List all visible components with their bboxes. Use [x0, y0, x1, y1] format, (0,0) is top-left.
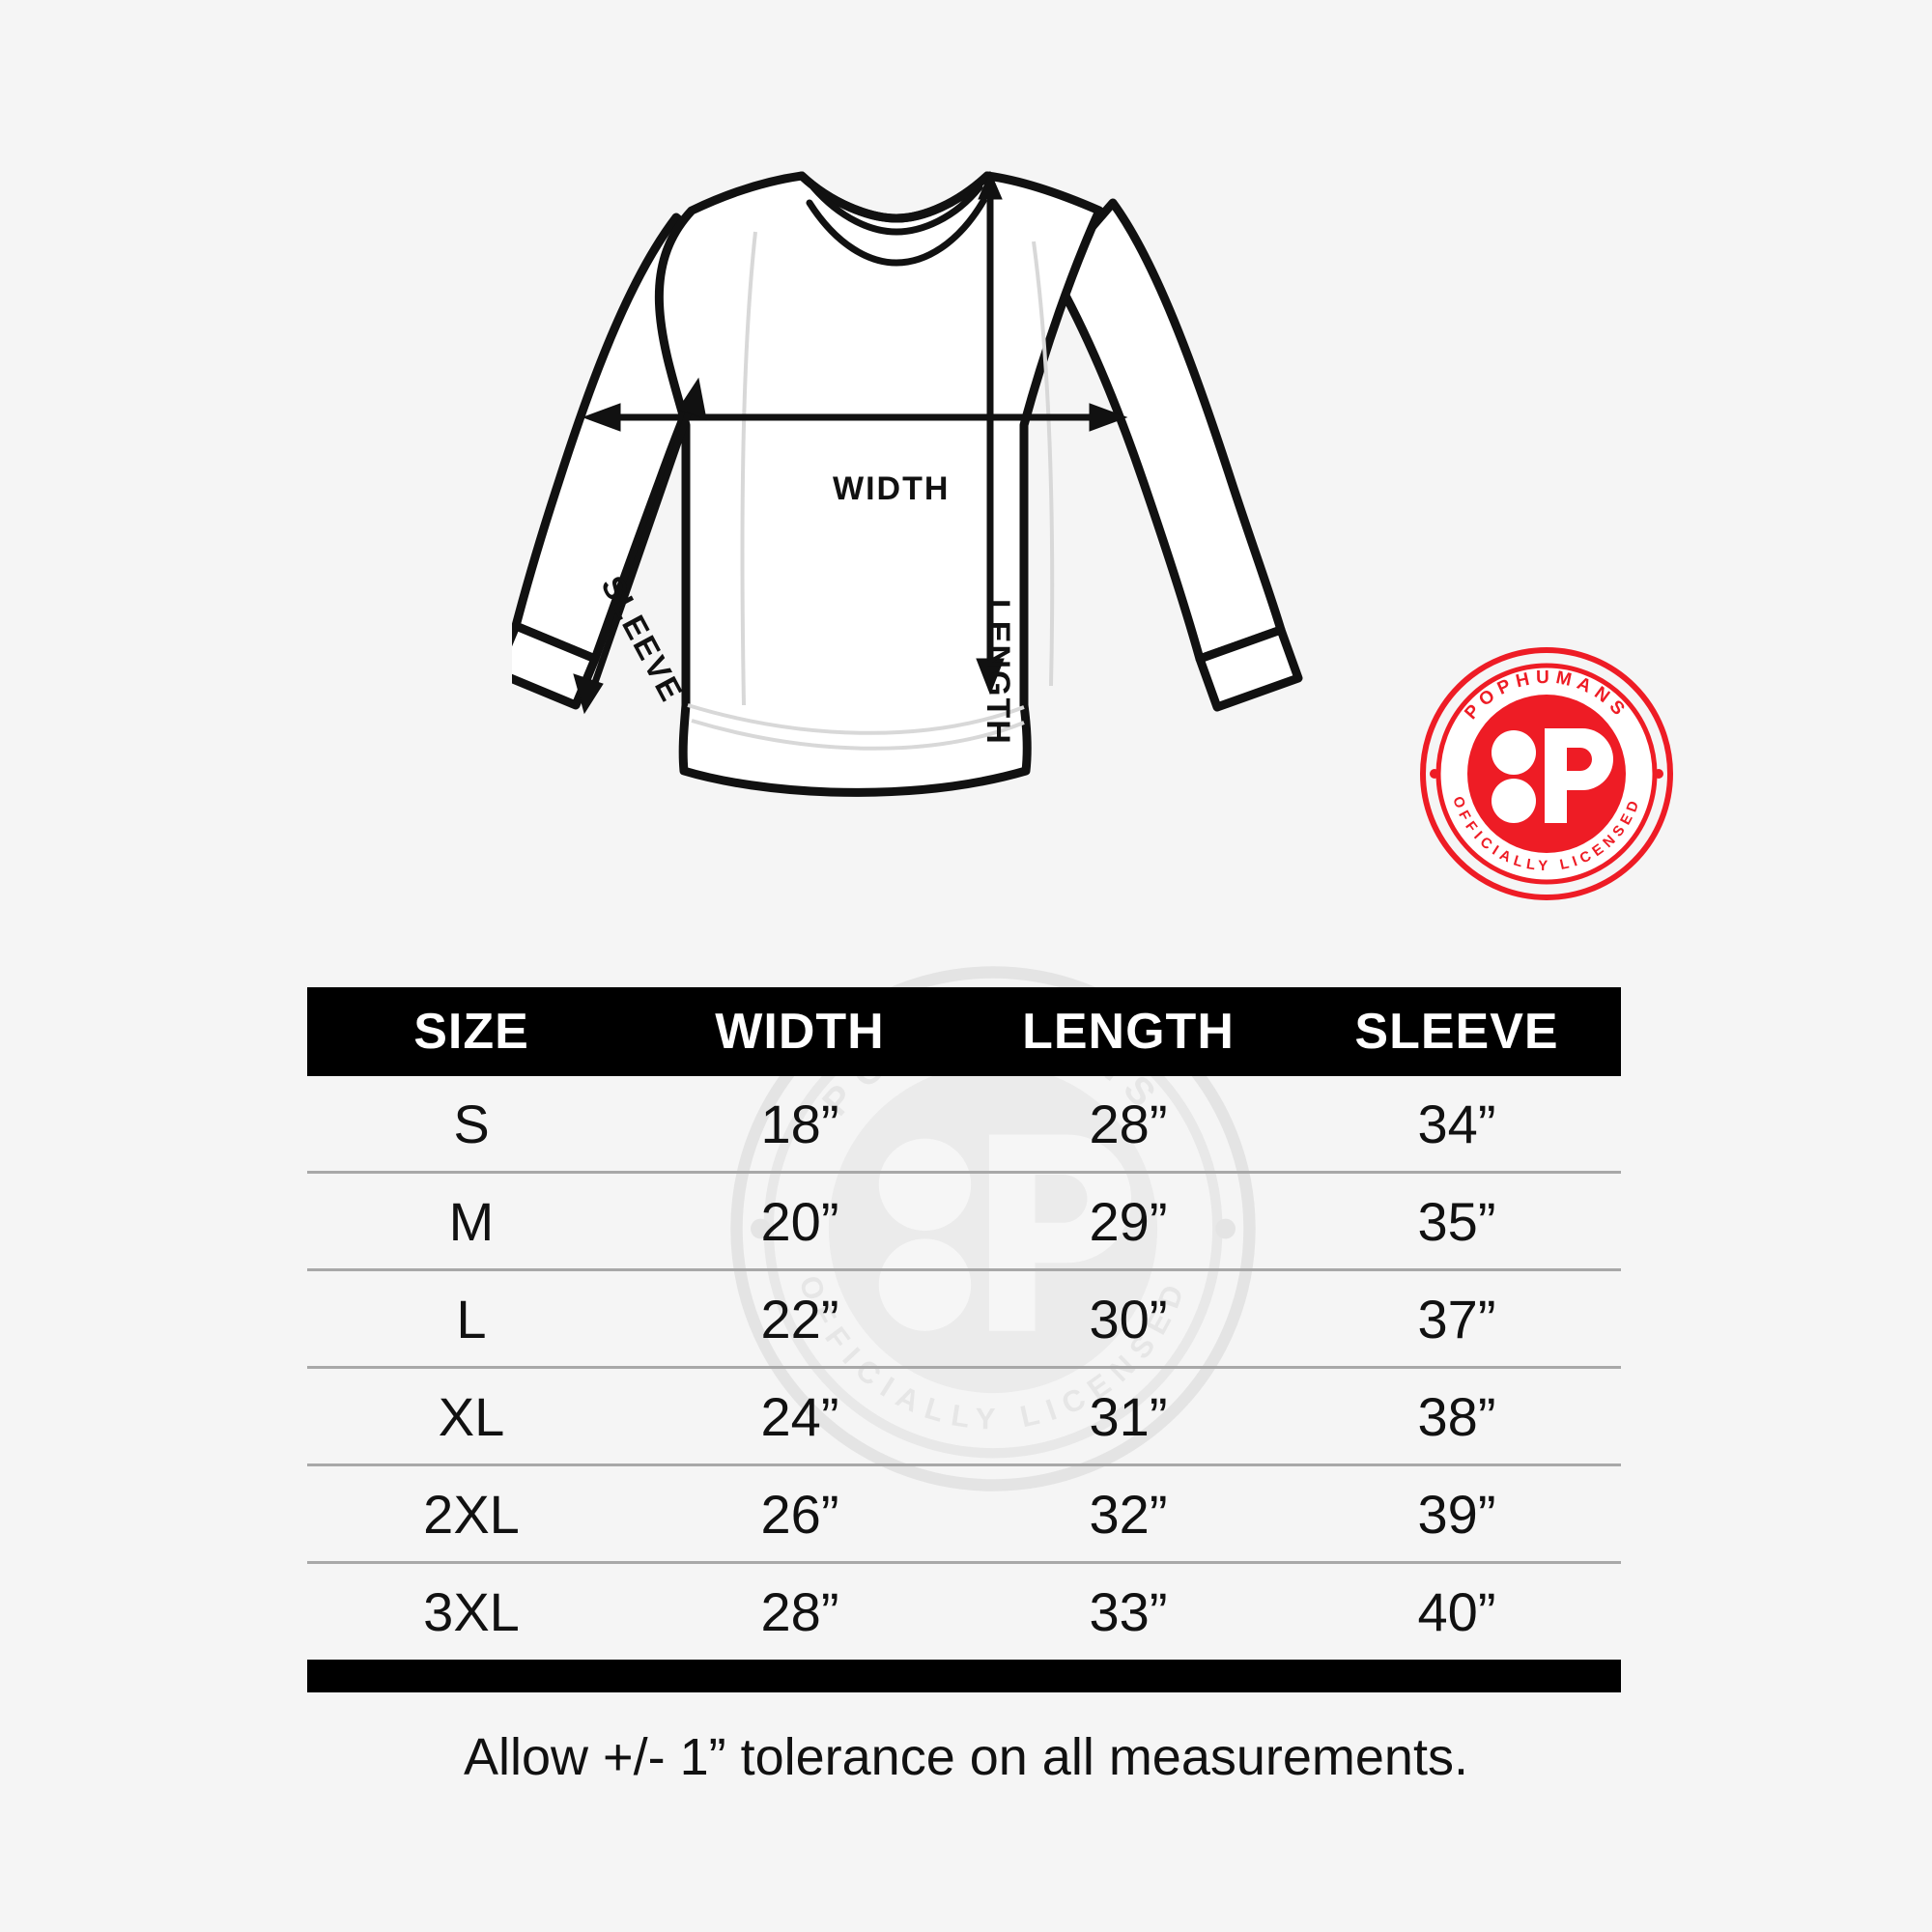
- badge-dot-lower: [1492, 779, 1536, 823]
- table-row: 2XL 26” 32” 39”: [307, 1464, 1621, 1564]
- cell-length: 29”: [964, 1172, 1293, 1271]
- column-header-size: SIZE: [307, 987, 636, 1076]
- cell-width: 20”: [636, 1172, 964, 1271]
- cell-length: 30”: [964, 1269, 1293, 1369]
- table-bottom-bar: [307, 1660, 1621, 1692]
- collar-inner: [810, 184, 983, 236]
- cell-length: 28”: [964, 1076, 1293, 1174]
- cell-length: 33”: [1089, 1580, 1168, 1642]
- hem-fold-line: [687, 703, 1025, 735]
- cell-size: M: [307, 1172, 636, 1271]
- right-cuff: [1195, 625, 1303, 712]
- sleeve-arrow-top: [677, 377, 707, 420]
- hem-fold-line-2: [691, 719, 1025, 751]
- cell-sleeve: 35”: [1293, 1172, 1621, 1271]
- cell-width: 22”: [636, 1269, 964, 1369]
- width-arrow-left: [582, 403, 621, 432]
- sleeve-arrow-bottom: [573, 673, 604, 715]
- column-header-sleeve: SLEEVE: [1293, 987, 1621, 1076]
- size-chart-table: SIZE WIDTH LENGTH SLEEVE S 18” 28” 34” M…: [307, 987, 1621, 1659]
- table-row: S 18” 28” 34”: [307, 1076, 1621, 1174]
- garment-diagram-panel: WIDTH LENGTH SLEEVE: [512, 170, 1303, 797]
- cell-sleeve: 34”: [1293, 1076, 1621, 1174]
- length-arrow-bottom: [976, 658, 1005, 696]
- cell-length: 32”: [964, 1464, 1293, 1564]
- cell-width: 28”: [760, 1580, 839, 1642]
- cell-size: 3XL: [423, 1580, 520, 1642]
- table-row: L 22” 30” 37”: [307, 1269, 1621, 1369]
- cell-sleeve: 39”: [1293, 1464, 1621, 1564]
- cell-sleeve: 37”: [1293, 1269, 1621, 1369]
- cell-size: XL: [307, 1367, 636, 1466]
- cell-size: S: [307, 1076, 636, 1174]
- cell-size: L: [307, 1269, 636, 1369]
- length-label: LENGTH: [980, 599, 1016, 746]
- width-label: WIDTH: [833, 470, 951, 507]
- table-header-row: SIZE WIDTH LENGTH SLEEVE: [307, 987, 1621, 1076]
- pophumans-officially-licensed-badge: POPHUMANS OFFICIALLY LICENSED: [1420, 647, 1673, 900]
- cell-size: 2XL: [307, 1464, 636, 1564]
- column-header-width: WIDTH: [636, 987, 964, 1076]
- badge-tick-right: [1654, 769, 1663, 779]
- right-sleeve-outline: [1048, 198, 1286, 664]
- left-cuff: [512, 621, 600, 710]
- tolerance-note: Allow +/- 1” tolerance on all measuremen…: [464, 1728, 1468, 1786]
- badge-dot-upper: [1492, 730, 1536, 775]
- badge-tick-left: [1430, 769, 1439, 779]
- width-arrow-right: [1089, 403, 1128, 432]
- badge-letter-p: [1545, 728, 1613, 823]
- cell-sleeve: 40”: [1417, 1580, 1496, 1642]
- cell-width: 18”: [636, 1076, 964, 1174]
- right-body-crease: [1032, 241, 1055, 687]
- column-header-length: LENGTH: [964, 987, 1293, 1076]
- collar-neckline: [806, 197, 987, 267]
- cell-width: 26”: [636, 1464, 964, 1564]
- collar-outer: [797, 171, 992, 223]
- cell-width: 24”: [636, 1367, 964, 1466]
- left-body-crease: [740, 231, 757, 706]
- cell-length: 31”: [964, 1367, 1293, 1466]
- cell-sleeve: 38”: [1293, 1367, 1621, 1466]
- table-row: XL 24” 31” 38”: [307, 1367, 1621, 1466]
- long-sleeve-shirt-illustration: [512, 170, 1303, 797]
- sleeve-measure-line: [587, 396, 697, 696]
- table-row: 3XL 28” 33” 40”: [307, 1563, 1621, 1660]
- length-arrow-top: [978, 170, 1003, 200]
- table-row: M 20” 29” 35”: [307, 1172, 1621, 1271]
- size-table-container: POPHUMANS OFFICIALLY LICENSED SIZE WIDTH…: [307, 966, 1621, 1654]
